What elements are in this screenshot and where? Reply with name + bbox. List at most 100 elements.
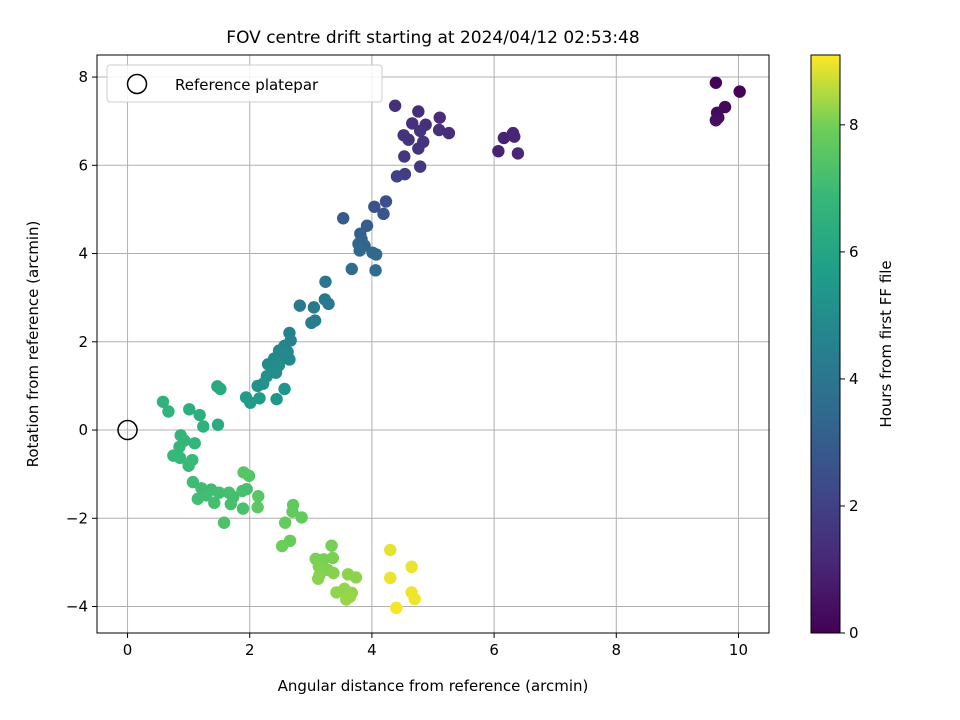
scatter-point (251, 379, 264, 393)
plot-frame (96, 54, 770, 634)
scatter-point (305, 316, 318, 330)
scatter-point (188, 437, 201, 450)
colorbar-tick-label: 8 (849, 116, 859, 134)
scatter-point (390, 601, 403, 615)
colorbar-gradient (810, 54, 841, 634)
scatter-point (182, 459, 195, 472)
y-tick-label: −2 (66, 509, 88, 527)
scatter-point (709, 114, 723, 127)
scatter-point (353, 244, 366, 257)
scatter-point (412, 142, 425, 155)
colorbar-tick-label: 6 (849, 243, 859, 261)
scatter-point (497, 131, 511, 145)
scatter-point (327, 566, 340, 580)
scatter-point (413, 160, 427, 173)
scatter-point (326, 551, 340, 565)
colorbar-tick-label: 0 (849, 624, 859, 642)
scatter-point (432, 123, 446, 137)
scatter-point (368, 200, 381, 213)
legend-label: Reference platepar (175, 76, 319, 94)
scatter-point (369, 264, 382, 277)
scatter-point (212, 486, 226, 499)
legend-marker (126, 73, 148, 95)
colorbar-tick-label: 4 (849, 370, 859, 388)
scatter-point (211, 418, 225, 431)
scatter-point (492, 144, 505, 158)
scatter-point (433, 111, 446, 124)
x-tick-label: 0 (123, 641, 133, 659)
scatter-point (369, 248, 383, 261)
scatter-point (388, 99, 402, 112)
scatter-point (275, 539, 289, 553)
x-tick-label: 4 (367, 641, 377, 659)
scatter-point (217, 516, 231, 529)
scatter-point (270, 392, 283, 406)
legend-box (106, 64, 383, 103)
reference-platepar-marker (117, 419, 138, 441)
scatter-point (508, 130, 521, 143)
y-axis-ticks: −4 −2 0 2 4 6 8 (66, 68, 97, 616)
scatter-point (322, 297, 335, 311)
scatter-point (244, 396, 257, 409)
scatter-point (384, 543, 397, 557)
scatter-point (173, 451, 187, 465)
scatter-point (412, 105, 425, 118)
scatter-point (319, 275, 332, 288)
scatter-point (413, 124, 427, 138)
scatter-point (186, 475, 200, 489)
scatter-point (295, 511, 308, 524)
scatter-point (408, 592, 421, 606)
scatter-point (224, 497, 237, 511)
colorbar: 0 2 4 6 8 Hours from first FF file (810, 54, 895, 642)
scatter-point (390, 170, 404, 183)
scatter-point (377, 207, 390, 221)
chart-title: FOV centre drift starting at 2024/04/12 … (226, 28, 639, 48)
scatter-point (330, 586, 343, 599)
scatter-point (278, 382, 291, 396)
scatter-points (156, 76, 746, 615)
scatter-point (183, 403, 196, 416)
x-axis-label: Angular distance from reference (arcmin) (278, 677, 589, 695)
x-tick-label: 8 (611, 641, 621, 659)
y-tick-label: 4 (78, 245, 88, 263)
scatter-point (283, 353, 296, 366)
scatter-point (193, 408, 206, 422)
x-axis-ticks: 0 2 4 6 8 10 (123, 633, 748, 659)
scatter-point (242, 469, 256, 483)
scatter-point (251, 501, 264, 514)
colorbar-label: Hours from first FF file (877, 260, 895, 427)
colorbar-ticks: 0 2 4 6 8 (840, 116, 859, 642)
scatter-point (278, 516, 292, 529)
scatter-point (384, 571, 397, 585)
scatter-point (293, 299, 307, 312)
y-tick-label: 2 (78, 333, 88, 351)
scatter-point (405, 560, 418, 574)
colorbar-tick-label: 2 (849, 497, 859, 515)
y-tick-label: 8 (78, 68, 88, 86)
y-tick-label: −4 (66, 598, 88, 616)
scatter-point (307, 301, 321, 314)
scatter-point (311, 572, 325, 585)
scatter-point (343, 590, 357, 604)
scatter-point (345, 262, 358, 276)
grid (97, 55, 769, 633)
scatter-point (173, 440, 186, 454)
y-axis-label: Rotation from reference (arcmin) (24, 221, 42, 468)
scatter-point (398, 150, 411, 163)
scatter-point (191, 492, 204, 506)
scatter-point (406, 117, 419, 130)
scatter-point (208, 496, 221, 510)
scatter-point (442, 126, 456, 140)
scatter-point (156, 395, 170, 408)
scatter-point (240, 482, 253, 496)
x-tick-label: 6 (489, 641, 499, 659)
scatter-point (511, 147, 525, 160)
legend: Reference platepar (106, 64, 383, 103)
x-tick-label: 2 (245, 641, 255, 659)
scatter-point (349, 571, 363, 584)
scatter-point (709, 76, 723, 89)
x-tick-label: 10 (729, 641, 748, 659)
scatter-point (214, 382, 227, 396)
y-tick-label: 6 (78, 156, 88, 174)
